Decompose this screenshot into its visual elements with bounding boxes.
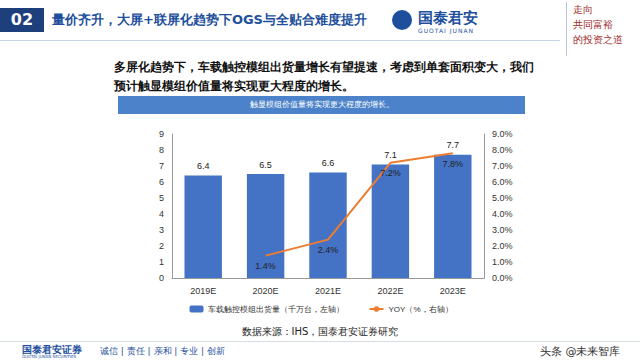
svg-text:7.2%: 7.2%: [380, 168, 401, 178]
svg-text:7.7: 7.7: [447, 140, 460, 150]
svg-text:7.0%: 7.0%: [492, 161, 513, 171]
html-text:国泰君安证券: 国泰君安证券: [22, 344, 82, 355]
svg-text:2019E: 2019E: [190, 286, 216, 296]
svg-text:5: 5: [159, 193, 164, 203]
svg-text:1.0%: 1.0%: [492, 257, 513, 267]
svg-text:6.6: 6.6: [322, 158, 335, 168]
html-text:头条 @未来智库: 头条 @未来智库: [540, 345, 621, 358]
svg-text:2.0%: 2.0%: [492, 241, 513, 251]
html-text:走向: 走向: [573, 4, 593, 15]
svg-text:8: 8: [159, 145, 164, 155]
svg-text:5.0%: 5.0%: [492, 193, 513, 203]
svg-text:7.8%: 7.8%: [443, 159, 464, 169]
html-text:02: 02: [10, 10, 34, 29]
html-text:诚信 | 责任 | 亲和 | 专业 | 创新: 诚信 | 责任 | 亲和 | 专业 | 创新: [100, 346, 225, 356]
svg-text:7.1: 7.1: [384, 150, 397, 160]
svg-text:9.0%: 9.0%: [492, 129, 513, 139]
svg-text:2022E: 2022E: [377, 286, 403, 296]
html-text:GUOTAI JUNAN: GUOTAI JUNAN: [418, 27, 474, 34]
svg-text:3.0%: 3.0%: [492, 225, 513, 235]
html-text:国泰君安: 国泰君安: [418, 9, 478, 27]
svg-text:2023E: 2023E: [440, 286, 466, 296]
html-text:触显模组价值量将实现更大程度的增长。: 触显模组价值量将实现更大程度的增长。: [249, 100, 394, 109]
svg-text:0: 0: [159, 273, 164, 283]
svg-text:车载触控模组出货量（千万台，左轴）: 车载触控模组出货量（千万台，左轴）: [208, 305, 344, 314]
svg-text:4.0%: 4.0%: [492, 209, 513, 219]
html-text:GUOTAI JUNAN SECURITIES: GUOTAI JUNAN SECURITIES: [22, 354, 76, 359]
svg-text:6.4: 6.4: [197, 161, 210, 171]
svg-text:4: 4: [159, 209, 164, 219]
html-text:共同富裕: 共同富裕: [573, 19, 613, 30]
html-text:量价齐升，大屏+联屏化趋势下OGS与全贴合难度提升: 量价齐升，大屏+联屏化趋势下OGS与全贴合难度提升: [52, 12, 367, 27]
svg-text:9: 9: [159, 129, 164, 139]
html-text:多屏化趋势下，车载触控模组出货量增长有望提速，考虑到单套面积: 多屏化趋势下，车载触控模组出货量增长有望提速，考虑到单套面积变大，我们预计触显模…: [114, 60, 534, 93]
svg-text:3: 3: [159, 225, 164, 235]
svg-text:YOY（%，右轴）: YOY（%，右轴）: [388, 305, 452, 314]
svg-text:7: 7: [159, 161, 164, 171]
svg-text:8.0%: 8.0%: [492, 145, 513, 155]
svg-text:2: 2: [159, 241, 164, 251]
svg-text:2.4%: 2.4%: [318, 245, 339, 255]
svg-text:1.4%: 1.4%: [255, 261, 276, 271]
svg-text:0.0%: 0.0%: [492, 273, 513, 283]
svg-text:2020E: 2020E: [253, 286, 279, 296]
html-text:的投资之道: 的投资之道: [573, 34, 623, 45]
svg-text:6.5: 6.5: [259, 160, 272, 170]
svg-text:2021E: 2021E: [315, 286, 341, 296]
html-text:数据来源：IHS，国泰君安证券研究: 数据来源：IHS，国泰君安证券研究: [241, 326, 399, 337]
svg-text:6.0%: 6.0%: [492, 177, 513, 187]
svg-text:6: 6: [159, 177, 164, 187]
svg-text:1: 1: [159, 257, 164, 267]
